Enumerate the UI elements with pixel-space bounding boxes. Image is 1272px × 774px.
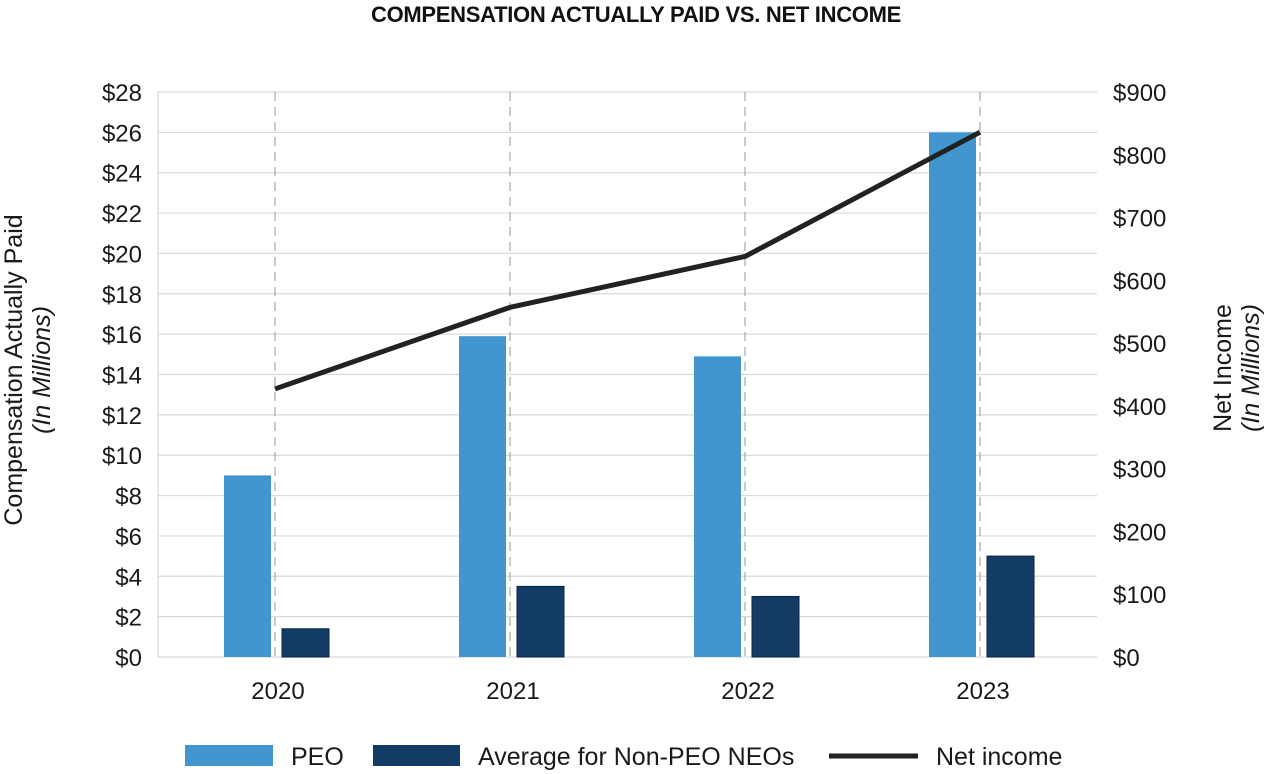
net-income-line-group xyxy=(274,129,982,392)
y-right-tick-label: $200 xyxy=(1113,519,1166,546)
y-left-tick-label: $4 xyxy=(115,564,142,591)
legend-swatch-non-peo-neo xyxy=(373,745,460,766)
y-left-tick-label: $24 xyxy=(102,161,142,188)
bar-non-peo-neo xyxy=(516,585,565,658)
bar-peo xyxy=(459,336,506,657)
y-right-tick-label: $900 xyxy=(1113,80,1166,107)
bar-peo xyxy=(694,356,741,657)
y-left-axis-title: Compensation Actually Paid xyxy=(0,214,28,525)
y-left-tick-label: $28 xyxy=(102,80,142,107)
bar-non-peo-neo xyxy=(281,628,330,658)
legend-label-net-income: Net income xyxy=(936,743,1062,771)
net-income-line xyxy=(274,129,982,392)
y-right-tick-label: $0 xyxy=(1113,645,1140,672)
y-left-tick-label: $22 xyxy=(102,201,142,228)
y-left-axis-subtitle: (In Millions) xyxy=(28,306,56,434)
bar-peo xyxy=(224,475,271,657)
bar-non-peo-neo xyxy=(986,555,1035,658)
y-right-tick-label: $700 xyxy=(1113,206,1166,233)
legend-swatch-peo xyxy=(185,745,273,766)
y-right-tick-label: $600 xyxy=(1113,268,1166,295)
x-tick-label: 2021 xyxy=(486,678,539,705)
y-left-tick-label: $16 xyxy=(102,322,142,349)
y-left-tick-label: $8 xyxy=(115,484,142,511)
y-right-tick-label: $800 xyxy=(1113,143,1166,170)
y-left-tick-label: $10 xyxy=(102,443,142,470)
y-right-tick-label: $400 xyxy=(1113,394,1166,421)
bar-non-peo-neo xyxy=(751,595,800,658)
y-left-tick-label: $6 xyxy=(115,524,142,551)
legend-label-peo: PEO xyxy=(291,743,344,771)
x-tick-label: 2022 xyxy=(721,678,774,705)
x-tick-label: 2020 xyxy=(251,678,304,705)
x-tick-label: 2023 xyxy=(956,678,1009,705)
y-right-axis-subtitle: (In Millions) xyxy=(1237,304,1265,432)
y-left-tick-label: $12 xyxy=(102,403,142,430)
y-left-tick-label: $0 xyxy=(115,645,142,672)
y-left-tick-label: $2 xyxy=(115,605,142,632)
chart-title: COMPENSATION ACTUALLY PAID VS. NET INCOM… xyxy=(371,2,901,27)
y-right-tick-label: $500 xyxy=(1113,331,1166,358)
y-left-tick-label: $26 xyxy=(102,120,142,147)
y-left-tick-label: $20 xyxy=(102,241,142,268)
y-right-tick-label: $300 xyxy=(1113,457,1166,484)
y-left-tick-label: $14 xyxy=(102,363,142,390)
bar-peo xyxy=(929,132,976,657)
y-left-tick-label: $18 xyxy=(102,282,142,309)
y-right-axis-title: Net Income xyxy=(1209,304,1237,432)
bars xyxy=(224,132,1035,658)
legend-label-non-peo-neo: Average for Non-PEO NEOs xyxy=(478,743,794,771)
y-right-tick-label: $100 xyxy=(1113,582,1166,609)
legend: PEO Average for Non-PEO NEOs Net income xyxy=(185,743,1062,771)
axes: $0 $2 $4 $6 $8 $10 $12 $14 $16 $18 $20 $22 $24 $26 $28… xyxy=(0,80,1265,705)
